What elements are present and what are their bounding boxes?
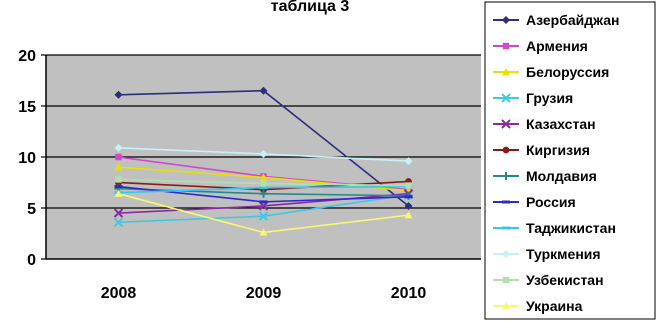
legend-label: Узбекистан	[526, 272, 604, 288]
x-tick-label: 2010	[391, 285, 427, 302]
y-tick-label: 10	[18, 150, 36, 167]
y-tick-label: 0	[27, 252, 36, 269]
series-marker	[259, 189, 268, 198]
series-marker	[502, 302, 510, 310]
legend-label: Армения	[526, 38, 588, 54]
series-marker	[114, 90, 123, 99]
series-marker	[115, 153, 122, 161]
legend-label: Казахстан	[526, 116, 596, 132]
series-marker	[114, 163, 123, 171]
series-marker	[502, 68, 510, 76]
series-marker	[502, 172, 510, 180]
series-marker	[259, 149, 268, 158]
series-marker	[502, 16, 510, 24]
series-marker	[259, 173, 268, 181]
series-marker	[502, 276, 510, 284]
legend-label: Россия	[526, 194, 576, 210]
x-tick-label: 2009	[246, 285, 282, 302]
series-marker	[502, 250, 510, 258]
series-marker	[404, 201, 413, 210]
series-marker	[259, 86, 268, 95]
legend-label: Таджикистан	[526, 220, 616, 236]
legend-label: Украина	[526, 298, 583, 314]
legend-box	[484, 1, 656, 320]
y-tick-label: 15	[18, 99, 36, 116]
legend-label: Молдавия	[526, 168, 597, 184]
series-marker	[502, 146, 510, 154]
series-marker	[115, 176, 122, 183]
series-marker	[404, 157, 413, 166]
legend-label: Туркмения	[526, 246, 601, 262]
series-marker	[113, 217, 124, 227]
series-marker	[113, 208, 124, 218]
y-tick-label: 20	[18, 48, 36, 65]
chart-title: таблица 3	[271, 0, 350, 15]
series-marker	[114, 143, 123, 152]
y-tick-label: 5	[27, 201, 36, 218]
x-tick-label: 2008	[101, 285, 137, 302]
legend-label: Грузия	[526, 90, 573, 106]
series-marker	[258, 211, 269, 221]
series-marker	[501, 93, 511, 103]
series-marker	[259, 228, 268, 236]
series-marker	[404, 211, 413, 219]
series-marker	[502, 42, 510, 50]
series-marker	[260, 180, 267, 187]
series-marker	[114, 189, 123, 197]
series-marker	[501, 119, 511, 129]
legend-label: Киргизия	[526, 142, 590, 158]
legend-label: Белоруссия	[526, 64, 609, 80]
legend-label: Азербайджан	[526, 12, 620, 28]
series-marker	[405, 182, 412, 189]
